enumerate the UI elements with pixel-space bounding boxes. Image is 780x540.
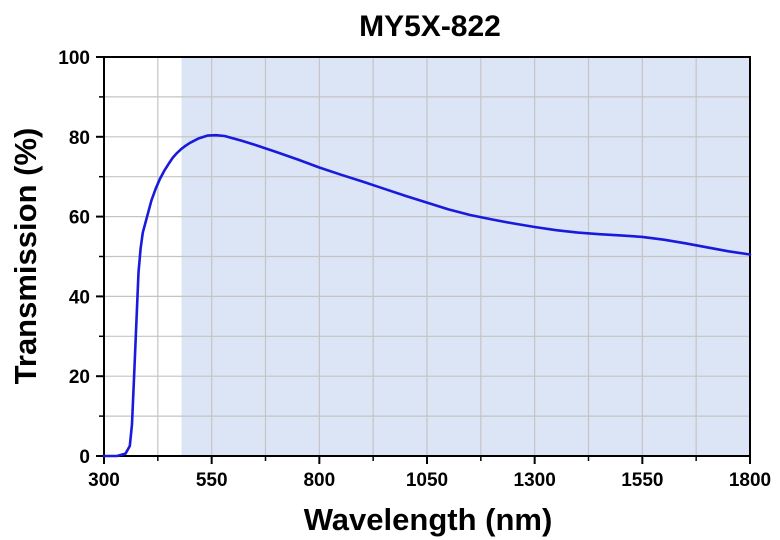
x-tick-label: 1050 xyxy=(406,470,448,491)
x-tick-label: 550 xyxy=(196,470,228,491)
y-tick-label: 40 xyxy=(69,287,90,308)
y-tick-label: 60 xyxy=(69,208,90,229)
x-tick-label: 1300 xyxy=(514,470,556,491)
chart-title: MY5X-822 xyxy=(359,10,501,43)
y-tick-label: 20 xyxy=(69,367,90,388)
y-axis-title: Transmission (%) xyxy=(8,128,43,385)
y-tick-label: 80 xyxy=(69,128,90,149)
plot-area: 300 550 800 1050 1300 1550 1800 0 20 40 60 80 100 xyxy=(58,48,771,491)
x-axis-title: Wavelength (nm) xyxy=(304,502,553,537)
series-line xyxy=(102,133,752,458)
x-tick-label: 1550 xyxy=(621,470,663,491)
x-tick-label: 300 xyxy=(88,470,120,491)
x-tick-label: 1800 xyxy=(729,470,771,491)
x-tick-label: 800 xyxy=(303,470,335,491)
y-tick-label: 100 xyxy=(58,48,90,69)
y-tick-label: 0 xyxy=(79,447,90,468)
